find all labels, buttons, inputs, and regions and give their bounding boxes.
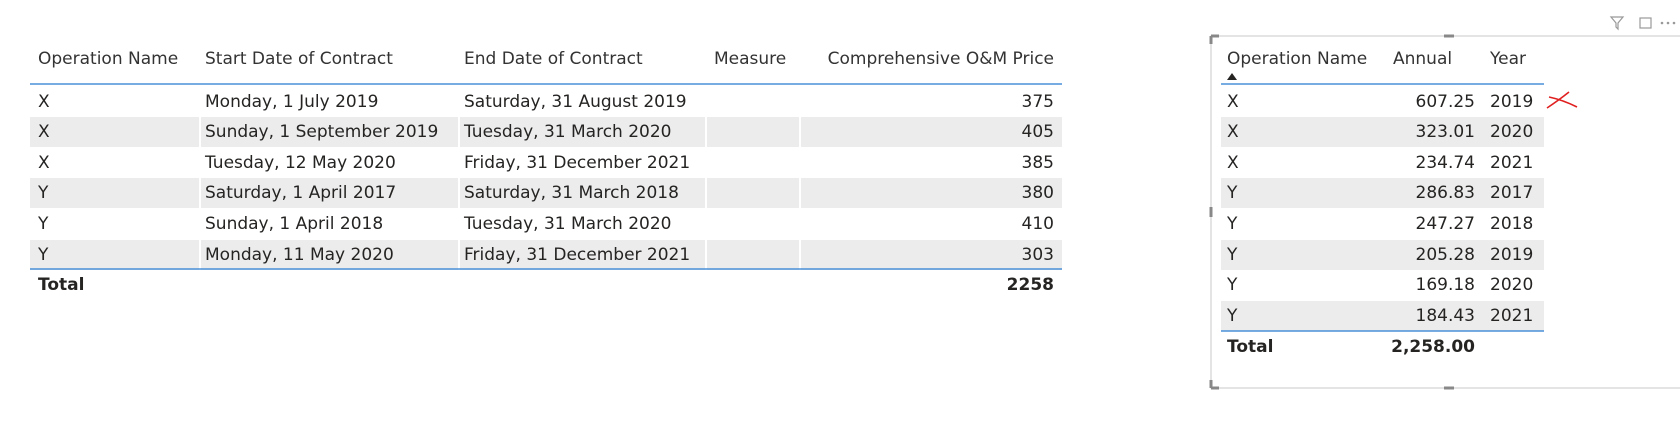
cell: 2018 [1490,214,1533,234]
visual-header-icons [1609,16,1676,31]
cell: 607.25 [1416,92,1475,112]
total-label: Total [1227,337,1273,357]
cell: Sunday, 1 September 2019 [205,122,438,142]
cell: 2019 [1490,92,1533,112]
cell: Saturday, 31 August 2019 [464,92,687,112]
cell: X [1227,122,1239,142]
row-band [30,240,1062,270]
column-header: Operation Name [1227,49,1367,69]
cell: 323.01 [1416,122,1475,142]
row-band [1221,117,1544,147]
column-header: Measure [714,49,786,69]
cell: Tuesday, 31 March 2020 [463,122,672,142]
cell: X [38,153,50,173]
cell: X [38,92,50,112]
right-visual-frame [1209,34,1680,390]
column-header: Annual [1393,49,1452,69]
cell: 247.27 [1416,214,1475,234]
cell: X [1227,153,1239,173]
cell: Y [37,245,49,265]
cell: 2017 [1490,183,1533,203]
cell: 184.43 [1416,306,1475,326]
cell: 303 [1022,245,1054,265]
cell: Tuesday, 31 March 2020 [463,214,672,234]
cell: 2019 [1490,245,1533,265]
row-band [1221,301,1544,331]
total-label: Total [38,275,84,295]
cell: X [1227,92,1239,112]
row-band [30,117,1062,147]
cell: 2021 [1490,306,1533,326]
cell: Friday, 31 December 2021 [464,153,690,173]
column-header: Start Date of Contract [205,49,393,69]
cell: 169.18 [1416,275,1475,295]
cell: Y [37,214,49,234]
cell: 2021 [1490,153,1533,173]
cell: Sunday, 1 April 2018 [205,214,383,234]
cell: Monday, 1 July 2019 [205,92,378,112]
column-header: Comprehensive O&M Price [828,49,1054,69]
row-band [30,178,1062,208]
cell: 405 [1022,122,1054,142]
cell: Y [1226,214,1238,234]
total-value: 2,258.00 [1391,337,1475,357]
cell: Saturday, 1 April 2017 [205,183,396,203]
column-header: Year [1489,49,1526,69]
cell: Friday, 31 December 2021 [464,245,690,265]
cell: 410 [1022,214,1054,234]
cell: 2020 [1490,122,1533,142]
cell: 234.74 [1416,153,1475,173]
row-band [1221,178,1544,208]
cell: 380 [1022,183,1054,203]
cell: Y [1226,183,1238,203]
cell: 385 [1022,153,1054,173]
cell: Y [1226,275,1238,295]
cell: 286.83 [1416,183,1475,203]
cell: X [38,122,50,142]
focus-icon[interactable] [1639,17,1652,29]
row-band [1221,240,1544,270]
cell: Y [1226,245,1238,265]
cell: 2020 [1490,275,1533,295]
cell: Monday, 11 May 2020 [205,245,394,265]
filter-icon[interactable] [1609,16,1625,31]
sort-arrow [1227,73,1237,80]
red-annotation [1546,91,1578,109]
more-options[interactable] [1660,21,1676,25]
cell: 205.28 [1416,245,1475,265]
cell: Tuesday, 12 May 2020 [204,153,396,173]
cell: Y [37,183,49,203]
cell: Y [1226,306,1238,326]
column-header: End Date of Contract [464,49,643,69]
cell: Saturday, 31 March 2018 [464,183,679,203]
column-header: Operation Name [38,49,178,69]
total-value: 2258 [1007,275,1054,295]
cell: 375 [1022,92,1054,112]
